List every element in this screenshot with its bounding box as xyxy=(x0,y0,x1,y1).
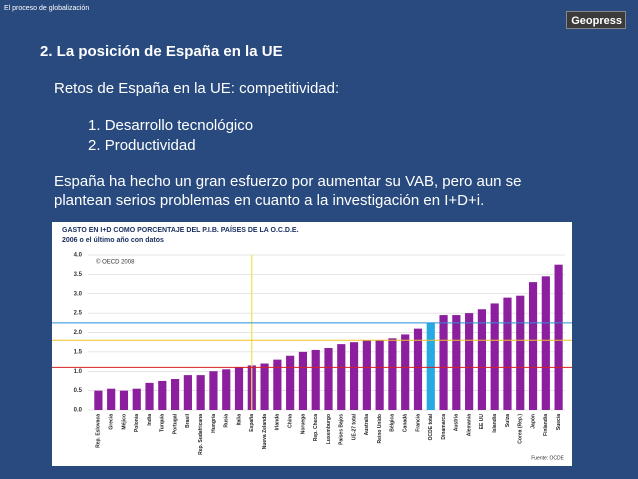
bar xyxy=(452,315,461,410)
bar xyxy=(349,342,359,410)
bar xyxy=(375,340,384,410)
bar xyxy=(94,390,103,410)
list-text: Productividad xyxy=(104,137,196,154)
bar xyxy=(401,334,410,410)
bar xyxy=(362,340,371,410)
bar xyxy=(541,276,550,410)
x-tick-label: Hungría xyxy=(211,414,217,433)
bar xyxy=(286,355,295,410)
y-tick-label: 0.5 xyxy=(74,388,83,394)
subtitle: Retos de España en la UE: competitividad… xyxy=(54,80,340,97)
list-number: 1. xyxy=(88,117,101,134)
bar xyxy=(465,313,474,410)
paragraph: España ha hecho un gran esfuerzo por aum… xyxy=(54,173,522,209)
section-label: El proceso de globalización xyxy=(4,5,90,12)
source: Fuente: OCDE xyxy=(531,455,564,461)
x-tick-label: Finlandia xyxy=(543,414,549,436)
bar xyxy=(426,322,435,410)
bar xyxy=(311,349,320,410)
chart-title: GASTO EN I+D COMO PORCENTAJE DEL P.I.B. … xyxy=(62,225,299,234)
x-tick-label: EE UU xyxy=(479,414,485,430)
x-tick-label: Bélgica xyxy=(390,414,396,432)
x-tick-label: Irlanda xyxy=(275,414,281,431)
y-tick-label: 0.0 xyxy=(74,408,83,414)
x-tick-label: Turquía xyxy=(160,414,166,432)
bar xyxy=(337,344,346,410)
x-tick-label: Brasil xyxy=(185,413,191,428)
x-tick-label: Suiza xyxy=(505,414,511,427)
x-tick-label: Rep. Sudafricana xyxy=(198,414,204,455)
y-tick-label: 3.0 xyxy=(74,291,83,297)
x-tick-label: Polonia xyxy=(134,414,140,432)
x-tick-label: Rusia xyxy=(224,414,230,428)
x-tick-label: India xyxy=(147,414,153,426)
bar xyxy=(298,351,308,410)
x-tick-label: Méjico xyxy=(121,414,127,430)
x-tick-label: Australia xyxy=(364,414,370,436)
bar xyxy=(107,388,116,410)
x-tick-label: Alemania xyxy=(466,414,472,436)
list-text: Desarrollo tecnológico xyxy=(104,117,254,134)
bar xyxy=(516,295,525,410)
x-tick-label: OCDE total xyxy=(428,413,434,440)
y-tick-label: 4.0 xyxy=(74,253,83,259)
x-tick-label: China xyxy=(287,414,293,428)
bar xyxy=(477,309,486,410)
x-tick-label: Suecia xyxy=(556,414,562,430)
bar xyxy=(145,382,154,410)
x-tick-label: Portugal xyxy=(172,413,178,434)
bar xyxy=(209,371,218,410)
bar xyxy=(158,380,167,410)
logo: Geopress xyxy=(566,11,626,29)
bar xyxy=(196,375,205,410)
x-tick-label: Noruega xyxy=(300,414,306,435)
x-tick-label: Nueva Zelanda xyxy=(262,414,268,450)
bar xyxy=(171,379,180,410)
bar xyxy=(413,328,423,410)
x-tick-label: Francia xyxy=(415,414,421,432)
y-tick-label: 3.5 xyxy=(74,272,83,278)
bar xyxy=(119,390,129,410)
bar xyxy=(273,359,282,410)
y-tick-label: 2.5 xyxy=(74,311,83,317)
y-tick-label: 1.0 xyxy=(74,369,83,375)
bar xyxy=(324,348,333,410)
bar xyxy=(490,303,499,410)
bar xyxy=(183,375,192,410)
bar xyxy=(222,369,231,410)
bar xyxy=(554,264,563,410)
x-tick-label: Países Bajos xyxy=(339,414,345,445)
bar xyxy=(234,367,244,410)
x-tick-label: Dinamarca xyxy=(441,414,447,440)
bar xyxy=(528,282,538,410)
x-tick-label: Luxemburgo xyxy=(326,414,332,444)
list-item: 1. Desarrollo tecnológico xyxy=(88,117,253,134)
x-tick-label: Italia xyxy=(236,414,242,426)
x-tick-label: Japón xyxy=(530,414,536,429)
x-tick-label: Rep. Checa xyxy=(313,414,319,441)
x-tick-label: Islandia xyxy=(492,414,498,433)
x-tick-label: Austria xyxy=(454,414,460,431)
x-tick-label: Rep. Eslovaca xyxy=(96,414,102,448)
copyright: © OECD 2008 xyxy=(96,259,135,266)
list-number: 2. xyxy=(88,137,101,154)
x-tick-label: España xyxy=(249,414,255,432)
x-tick-label: Canadá xyxy=(403,414,409,432)
bar xyxy=(388,338,397,410)
x-tick-label: Grecia xyxy=(109,414,115,430)
x-tick-label: Reino Unido xyxy=(377,414,383,443)
bar xyxy=(439,315,448,410)
x-tick-label: Corea (Rep.) xyxy=(518,414,524,444)
slide-title: 2. La posición de España en la UE xyxy=(40,43,283,60)
y-tick-label: 2.0 xyxy=(74,330,83,336)
chart-subtitle: 2006 o el último año con datos xyxy=(62,237,164,244)
chart: GASTO EN I+D COMO PORCENTAJE DEL P.I.B. … xyxy=(52,222,572,466)
x-tick-label: UE-27 total xyxy=(351,413,357,440)
bar xyxy=(260,363,269,410)
y-tick-label: 1.5 xyxy=(74,349,83,355)
bar xyxy=(503,297,512,410)
list-item: 2. Productividad xyxy=(88,137,196,154)
bar xyxy=(132,388,141,410)
